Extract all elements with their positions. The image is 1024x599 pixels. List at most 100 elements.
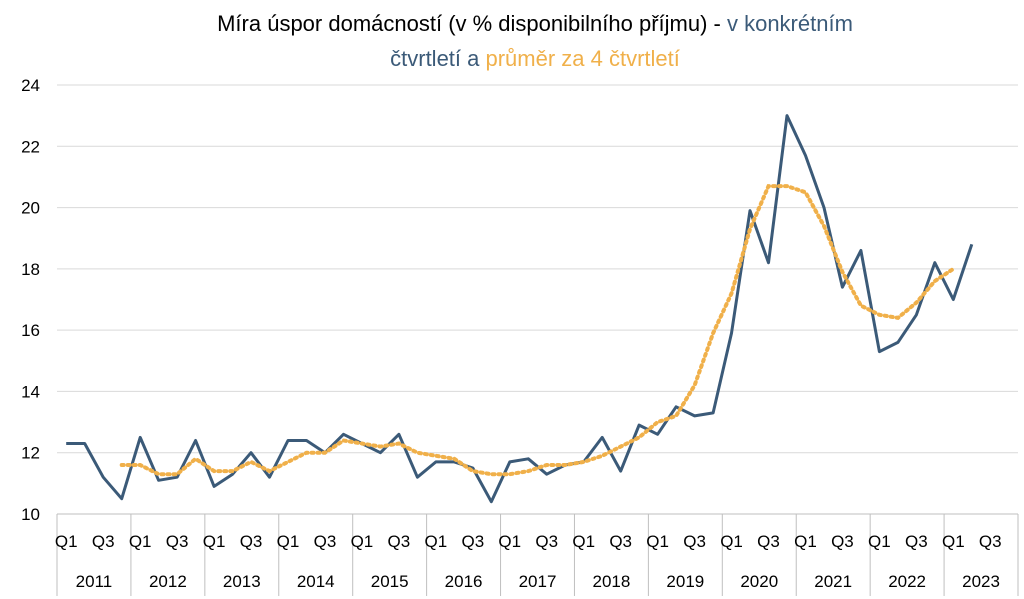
series-layer: [66, 114, 974, 504]
quarterly-data-point: [970, 242, 974, 246]
x-axis: 2011 Q1 Q3 2012 Q1 Q3 2013 Q1 Q3 2014 Q1 Q3 2015 Q1 Q3…: [55, 513, 1019, 596]
x-quarter-label: Q1: [572, 532, 595, 551]
average-data-point: [582, 460, 586, 464]
x-quarter-label: Q1: [720, 532, 743, 551]
x-quarter-label: Q3: [314, 532, 337, 551]
x-quarter-label: Q3: [979, 532, 1002, 551]
average-data-point: [840, 270, 844, 274]
quarterly-data-point: [914, 313, 918, 317]
quarterly-data-point: [896, 340, 900, 344]
x-quarter-label: Q3: [905, 532, 928, 551]
average-data-point: [711, 331, 715, 335]
average-data-point: [286, 460, 290, 464]
average-data-point: [508, 472, 512, 476]
y-tick-label-18: 18: [21, 260, 40, 279]
chart-title-average-legend: průměr za 4 čtvrtletí: [485, 46, 679, 71]
average-data-point: [323, 451, 327, 455]
quarterly-data-point: [619, 469, 623, 473]
x-year-label-2017: 2017: [519, 572, 557, 591]
chart-title-quarterly-legend-2: čtvrtletí a: [390, 46, 485, 71]
x-quarter-label: Q1: [129, 532, 152, 551]
average-data-point: [526, 469, 530, 473]
quarterly-data-point: [545, 472, 549, 476]
x-quarter-label: Q3: [609, 532, 632, 551]
quarterly-data-point: [101, 475, 105, 479]
quarterly-data-point: [157, 478, 161, 482]
average-data-point: [194, 457, 198, 461]
x-year-label-2019: 2019: [666, 572, 704, 591]
x-quarter-label: Q3: [683, 532, 706, 551]
x-quarter-label: Q3: [831, 532, 854, 551]
quarterly-data-point: [656, 432, 660, 436]
x-quarter-label: Q3: [461, 532, 484, 551]
average-data-point: [674, 414, 678, 418]
average-data-point: [434, 454, 438, 458]
x-year-label-2016: 2016: [445, 572, 483, 591]
average-data-point: [693, 383, 697, 387]
gridlines: [57, 84, 1018, 454]
x-year-label-2022: 2022: [888, 572, 926, 591]
x-quarter-label: Q1: [868, 532, 891, 551]
average-data-point: [933, 279, 937, 283]
quarterly-data-point: [785, 114, 789, 118]
quarterly-data-point: [637, 423, 641, 427]
average-data-point: [822, 224, 826, 228]
average-data-point: [378, 445, 382, 449]
average-data-point: [803, 190, 807, 194]
y-tick-label-14: 14: [21, 382, 40, 401]
quarterly-data-point: [877, 350, 881, 354]
average-data-point: [545, 463, 549, 467]
x-year-label-2015: 2015: [371, 572, 409, 591]
quarterly-data-point: [674, 405, 678, 409]
quarterly-data-point: [212, 484, 216, 488]
quarterly-data-point: [526, 457, 530, 461]
average-data-point: [619, 445, 623, 449]
quarterly-data-point: [415, 475, 419, 479]
quarterly-data-point: [951, 298, 955, 302]
x-quarter-label: Q1: [646, 532, 669, 551]
quarterly-data-point: [822, 206, 826, 210]
y-tick-label-24: 24: [21, 76, 40, 95]
average-data-point: [138, 463, 142, 467]
y-tick-label-20: 20: [21, 199, 40, 218]
average-data-point: [157, 472, 161, 476]
average-data-point: [268, 469, 272, 473]
quarterly-data-point: [268, 475, 272, 479]
x-quarter-label: Q1: [277, 532, 300, 551]
x-quarter-label: Q1: [425, 532, 448, 551]
quarterly-data-point: [194, 438, 198, 442]
x-year-label-2014: 2014: [297, 572, 335, 591]
average-data-point: [120, 463, 124, 467]
x-quarter-label: Q1: [203, 532, 226, 551]
x-quarter-label: Q1: [942, 532, 965, 551]
y-tick-label-16: 16: [21, 321, 40, 340]
x-year-label-2013: 2013: [223, 572, 261, 591]
average-data-point: [175, 472, 179, 476]
average-data-point: [637, 435, 641, 439]
average-data-point: [563, 463, 567, 467]
quarterly-data-point: [397, 432, 401, 436]
quarterly-data-point: [767, 261, 771, 265]
average-data-point: [471, 469, 475, 473]
chart-title-quarterly-legend: v konkrétním: [727, 11, 853, 36]
quarterly-data-point: [600, 435, 604, 439]
x-quarter-label: Q1: [498, 532, 521, 551]
y-tick-label-12: 12: [21, 444, 40, 463]
x-year-label-2011: 2011: [76, 572, 113, 591]
quarterly-data-point: [711, 411, 715, 415]
quarterly-data-point: [748, 209, 752, 213]
chart-title-line-1: Míra úspor domácností (v % disponibilníh…: [217, 11, 853, 36]
quarterly-data-point: [286, 438, 290, 442]
average-data-point: [452, 457, 456, 461]
x-quarter-label: Q3: [240, 532, 263, 551]
average-data-point: [656, 420, 660, 424]
quarterly-data-point: [489, 500, 493, 504]
quarterly-data-point: [840, 285, 844, 289]
x-year-label-2018: 2018: [593, 572, 631, 591]
x-year-label-2020: 2020: [740, 572, 778, 591]
average-data-point: [896, 316, 900, 320]
quarterly-data-point: [508, 460, 512, 464]
average-data-point: [730, 291, 734, 295]
quarterly-data-point: [434, 460, 438, 464]
